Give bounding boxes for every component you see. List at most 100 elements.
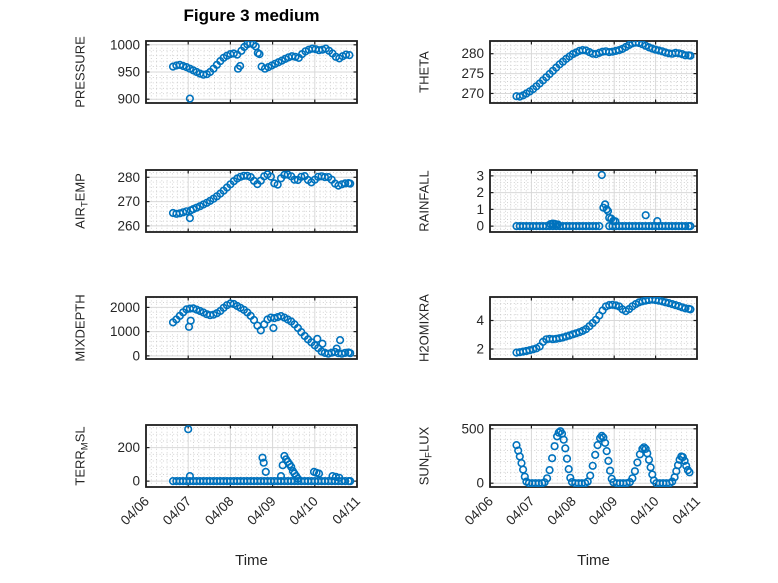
marker-circle: [346, 349, 355, 358]
subplot-mixdepth: 0 1000 2000 MIXDEPTH: [73, 294, 358, 363]
marker-circle: [680, 456, 689, 466]
y-axis-label-pressure: PRESSURE: [73, 36, 88, 108]
subplot-h2omixra: 2 4 H2OMIXRA: [417, 294, 698, 362]
tick-marks: [145, 41, 358, 103]
tick-marks: [489, 297, 698, 359]
marker-circle: [646, 463, 655, 472]
y-axis-label-air-temp: AIRTEMP: [73, 173, 91, 229]
y-tick-label: 1000: [110, 324, 140, 339]
minor-grid: [146, 425, 357, 487]
y-tick-label: 280: [117, 170, 140, 185]
x-tick-label: 04/08: [544, 494, 579, 529]
marker-circle: [564, 465, 573, 474]
marker-circle: [686, 51, 695, 60]
marker-circle: [320, 173, 330, 182]
y-axis-label-part: SL: [73, 426, 88, 442]
marker-circle: [542, 474, 552, 483]
y-tick-label: 0: [476, 219, 484, 234]
x-tick-label: 04/07: [160, 494, 195, 529]
marker-circle: [593, 441, 602, 450]
marker-circle: [236, 61, 245, 71]
marker-circle: [562, 454, 572, 463]
y-tick-label: 260: [117, 218, 140, 233]
x-tick-label: 04/09: [586, 494, 621, 529]
marker-circle: [561, 444, 570, 453]
y-tick-label: 270: [461, 86, 484, 101]
marker-circle: [297, 172, 306, 181]
axes-frame: [145, 296, 358, 360]
axes-frame: [489, 169, 698, 233]
y-tick-label: 950: [117, 65, 140, 80]
tick-marks: [145, 297, 358, 359]
marker-circle: [184, 425, 193, 434]
x-axis-label-right: Time: [577, 552, 610, 569]
mixdepth-series: [168, 299, 355, 358]
y-axis-label-part: RAINFALL: [417, 170, 432, 231]
marker-circle: [686, 222, 695, 231]
y-axis-label-part: M: [80, 442, 91, 450]
axes-frame: [145, 169, 358, 233]
y-tick-label: 900: [117, 92, 140, 107]
marker-circle: [682, 461, 691, 470]
x-tick-label: 04/07: [503, 494, 538, 529]
tick-marks: [489, 41, 698, 103]
y-axis-label-terr-msl: TERRMSL: [73, 426, 91, 485]
marker-circle: [185, 214, 194, 223]
y-axis-label-part: T: [80, 201, 91, 207]
marker-circle: [678, 453, 688, 462]
y-tick-label: 275: [461, 66, 484, 81]
marker-circle: [314, 469, 324, 478]
marker-circle: [600, 200, 610, 209]
x-tick-label: 04/06: [118, 494, 153, 529]
y-axis-label-part: SUN: [417, 458, 432, 485]
y-tick-label: 270: [117, 194, 140, 209]
marker-circle: [545, 466, 554, 475]
marker-circle: [566, 473, 575, 482]
marker-circle: [628, 474, 637, 483]
y-tick-label: 280: [461, 46, 484, 61]
y-tick-label: 0: [132, 474, 140, 489]
axes-frame: [489, 40, 698, 104]
marker-circle: [686, 305, 695, 314]
axes-frame: [489, 296, 698, 360]
marker-circle: [595, 222, 604, 231]
marker-circle: [602, 205, 611, 214]
terr-msl-series: [168, 425, 355, 486]
rainfall-series: [512, 170, 695, 231]
marker-circle: [313, 334, 322, 344]
marker-circle: [199, 70, 208, 79]
y-axis-label-part: F: [424, 452, 435, 458]
marker-circle: [290, 175, 299, 184]
marker-circle: [638, 444, 647, 454]
marker-circle: [553, 220, 563, 229]
y-tick-label: 2: [476, 185, 484, 200]
marker-circle: [588, 461, 597, 470]
marker-circle: [681, 51, 690, 60]
y-tick-label: 0: [476, 476, 484, 491]
marker-circle: [256, 326, 265, 335]
marker-circle: [341, 348, 350, 358]
tick-marks: [145, 170, 358, 232]
subplot-terr-msl: 0 200 TERRMSL 04/06 04/07 04/08 04/09 04/10 04/1…: [73, 424, 363, 529]
marker-circle: [287, 462, 296, 472]
y-axis-label-part: AIR: [73, 207, 88, 229]
marker-circle: [591, 222, 601, 231]
marker-circle: [266, 172, 276, 181]
marker-circle: [518, 465, 528, 474]
pressure-series: [168, 41, 354, 103]
marker-circle: [318, 339, 327, 348]
y-axis-label-part: EMP: [73, 173, 88, 201]
x-tick-label: 04/11: [669, 494, 703, 528]
y-tick-label: 4: [476, 313, 484, 328]
marker-circle: [550, 442, 559, 451]
y-tick-label: 0: [132, 348, 140, 363]
h2omixra-series: [512, 297, 695, 357]
y-axis-label-mixdepth: MIXDEPTH: [73, 294, 88, 361]
y-axis-label-part: H2OMIXRA: [417, 294, 432, 362]
x-tick-label: 04/10: [627, 494, 662, 529]
axes-frame: [145, 424, 358, 488]
y-axis-label-part: LUX: [417, 426, 432, 452]
marker-circle: [600, 438, 610, 448]
y-tick-label: 2: [476, 342, 484, 357]
